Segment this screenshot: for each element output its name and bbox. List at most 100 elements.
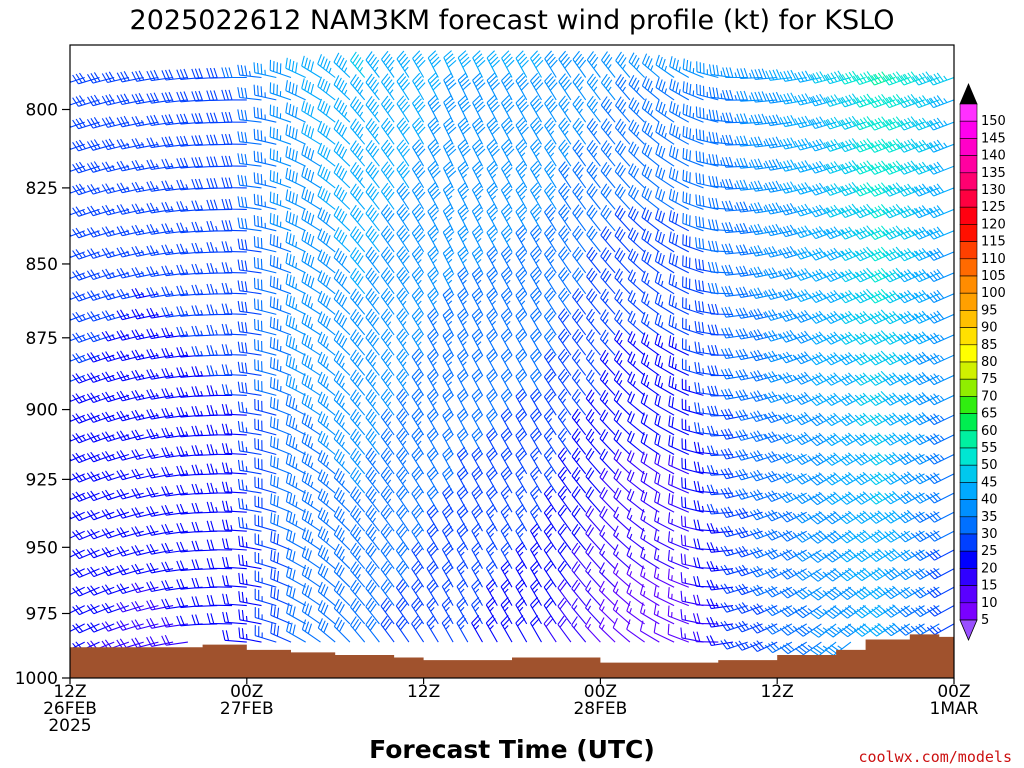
wind-barb <box>485 578 498 606</box>
wind-barb <box>614 247 631 274</box>
wind-barb <box>707 365 734 377</box>
wind-barb <box>668 167 690 189</box>
wind-barb <box>131 619 159 630</box>
wind-barb <box>254 359 277 376</box>
wind-barb <box>530 182 542 210</box>
wind-barb <box>500 615 513 643</box>
wind-barb <box>694 321 719 336</box>
wind-barb <box>365 95 380 123</box>
wind-barb <box>654 353 675 376</box>
wind-barb <box>735 526 763 539</box>
wind-barb <box>794 115 822 129</box>
wind-barb <box>301 451 321 475</box>
wind-barb <box>350 140 366 167</box>
wind-barb <box>269 275 292 295</box>
wind-barb <box>301 208 321 232</box>
wind-barb <box>694 422 719 436</box>
wind-barb <box>441 615 454 643</box>
wind-barb <box>720 368 748 380</box>
wind-barb <box>557 615 572 643</box>
wind-barb <box>237 153 262 167</box>
wind-barb <box>779 491 807 504</box>
colorbar-swatch <box>959 413 978 432</box>
colorbar-label: 145 <box>981 131 1006 146</box>
wind-barb <box>501 72 515 101</box>
wind-barb <box>380 485 395 513</box>
wind-barb <box>557 542 572 570</box>
wind-barb <box>253 62 277 79</box>
wind-barb <box>317 311 336 336</box>
wind-barb <box>586 183 601 210</box>
wind-barb <box>626 488 645 513</box>
wind-barb <box>396 95 411 123</box>
wind-barb <box>441 541 454 569</box>
wind-barb <box>285 189 306 210</box>
wind-barb <box>557 408 572 436</box>
x-tick-label: 12Z <box>761 682 794 702</box>
wind-barb <box>269 191 292 210</box>
wind-barb <box>161 306 188 318</box>
wind-barb <box>627 331 645 356</box>
wind-barb <box>530 407 542 436</box>
wind-barb <box>882 116 910 131</box>
wind-barb <box>897 310 925 325</box>
wind-barb <box>764 330 793 342</box>
wind-barb <box>530 504 542 532</box>
colorbar-label: 10 <box>981 596 998 611</box>
wind-barb <box>427 328 439 356</box>
wind-barb <box>131 246 159 257</box>
wind-barb <box>70 586 85 596</box>
wind-barb <box>426 597 439 625</box>
wind-barb <box>706 522 734 534</box>
wind-barb <box>86 117 115 129</box>
wind-barb <box>794 93 822 106</box>
wind-barb <box>411 246 425 274</box>
wind-barb <box>411 523 425 551</box>
x-tick-label: 00Z <box>937 682 970 702</box>
wind-barb <box>285 394 306 416</box>
wind-barb <box>101 470 130 482</box>
wind-barb <box>301 583 321 607</box>
wind-barb <box>396 466 410 494</box>
wind-barb <box>911 392 940 406</box>
colorbar-label: 50 <box>981 458 998 473</box>
wind-barb <box>254 457 277 475</box>
x-tick-label: 00Z <box>230 682 263 702</box>
wind-barb <box>427 139 441 167</box>
colorbar-label: 100 <box>981 286 1006 301</box>
wind-barb <box>238 498 262 513</box>
colorbar-label: 95 <box>981 303 998 318</box>
wind-barb <box>852 203 881 219</box>
wind-barb <box>146 266 174 278</box>
wind-barb <box>443 94 457 123</box>
wind-barb <box>585 409 601 436</box>
wind-barb <box>544 117 557 145</box>
wind-barb <box>87 94 115 107</box>
wind-barb <box>191 406 218 417</box>
wind-barb <box>530 266 542 295</box>
wind-barb <box>706 465 734 476</box>
wind-barb <box>897 331 925 345</box>
wind-barb <box>749 390 778 402</box>
wind-barb <box>365 288 380 315</box>
wind-barb <box>86 184 115 195</box>
wind-barb <box>515 407 528 436</box>
wind-barb <box>317 618 336 643</box>
wind-barb <box>779 203 807 216</box>
wind-barb <box>794 309 822 323</box>
wind-barb <box>695 128 719 145</box>
wind-barb <box>254 495 277 513</box>
wind-barb <box>191 386 218 397</box>
wind-barb <box>515 245 528 274</box>
wind-barb <box>486 388 498 416</box>
wind-barb <box>794 623 822 637</box>
wind-barb <box>613 544 631 570</box>
wind-barb <box>86 227 115 238</box>
wind-barb <box>486 485 498 513</box>
wind-barb <box>809 530 837 544</box>
wind-barb <box>808 226 837 240</box>
wind-barb <box>926 161 954 175</box>
wind-barb <box>317 249 336 274</box>
wind-barb <box>695 150 719 167</box>
wind-barb <box>614 205 631 232</box>
